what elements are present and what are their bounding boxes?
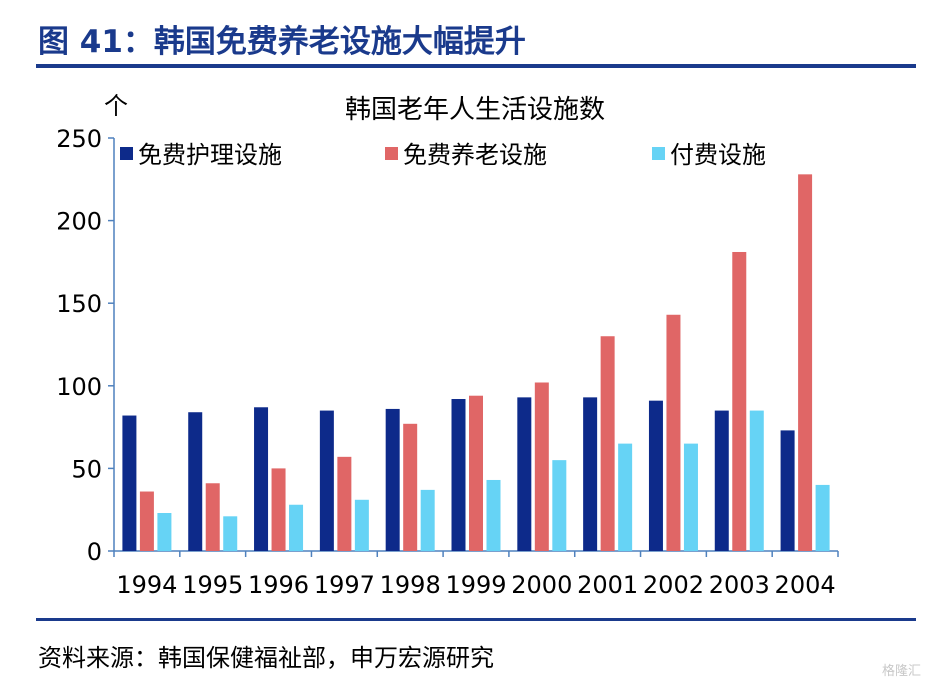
bar-2000-series-2 xyxy=(552,460,567,551)
x-tick-label: 2002 xyxy=(643,571,704,599)
legend: 免费护理设施 免费养老设施 付费设施 xyxy=(120,141,766,169)
bar-1995-series-1 xyxy=(205,483,220,551)
bar-1996-series-0 xyxy=(254,407,269,551)
bar-2002-series-0 xyxy=(648,400,663,551)
figure-title: 图 41：韩国免费养老设施大幅提升 xyxy=(38,24,526,60)
bar-1996-series-2 xyxy=(289,504,304,551)
bar-2001-series-2 xyxy=(618,443,633,551)
legend-label: 免费护理设施 xyxy=(138,141,282,169)
legend-swatch xyxy=(120,147,133,160)
x-tick-labels: 1994 1995 1996 1997 1998 1999 2000 2001 2002 2003… xyxy=(116,571,835,599)
bar-1997-series-0 xyxy=(319,410,334,551)
y-tick-label: 100 xyxy=(56,373,102,401)
x-tick-label: 2001 xyxy=(577,571,638,599)
bar-2002-series-1 xyxy=(666,314,681,551)
bar-2001-series-1 xyxy=(600,336,615,551)
bar-1998-series-0 xyxy=(385,408,400,551)
y-tick-labels: 0 50 100 150 200 250 xyxy=(56,125,102,566)
bar-2001-series-0 xyxy=(583,397,598,551)
source-note: 资料来源：韩国保健福祉部，申万宏源研究 xyxy=(38,644,494,672)
bar-2004-series-2 xyxy=(815,484,830,551)
x-tick-label: 1995 xyxy=(182,571,243,599)
legend-swatch xyxy=(385,147,398,160)
bar-2004-series-1 xyxy=(798,174,813,551)
x-tick-label: 2003 xyxy=(709,571,770,599)
legend-label: 付费设施 xyxy=(670,141,766,169)
bar-1994-series-2 xyxy=(157,513,172,551)
legend-swatch xyxy=(652,147,665,160)
bar-1995-series-2 xyxy=(223,516,238,551)
bar-1994-series-1 xyxy=(139,491,154,551)
y-tick-label: 0 xyxy=(87,538,102,566)
bar-2000-series-0 xyxy=(517,397,532,551)
watermark: 格隆汇 xyxy=(881,664,921,679)
bar-2003-series-0 xyxy=(714,410,729,551)
bar-1999-series-1 xyxy=(469,395,483,551)
y-tick-label: 50 xyxy=(71,455,102,483)
bar-2004-series-0 xyxy=(780,430,795,551)
legend-label: 免费养老设施 xyxy=(403,141,547,169)
x-tick-label: 1999 xyxy=(445,571,506,599)
bar-2002-series-2 xyxy=(683,443,698,551)
bar-1998-series-1 xyxy=(403,423,418,551)
bar-1997-series-1 xyxy=(337,456,352,551)
bars xyxy=(122,174,830,551)
y-tick-label: 250 xyxy=(56,125,102,153)
y-tick-label: 150 xyxy=(56,290,102,318)
bar-1998-series-2 xyxy=(420,489,435,551)
x-tick-label: 1996 xyxy=(248,571,309,599)
x-tick-label: 2000 xyxy=(511,571,572,599)
title-rule xyxy=(36,64,916,68)
bar-1999-series-2 xyxy=(486,479,501,551)
bar-1997-series-2 xyxy=(354,499,369,551)
y-axis-unit-label: 个 xyxy=(104,92,128,120)
x-tick-label: 2004 xyxy=(775,571,836,599)
x-tick-label: 1997 xyxy=(314,571,375,599)
x-tick-label: 1998 xyxy=(380,571,441,599)
x-tick-label: 1994 xyxy=(116,571,177,599)
bar-1995-series-0 xyxy=(188,412,203,551)
bar-2003-series-2 xyxy=(749,410,764,551)
bar-2000-series-1 xyxy=(534,382,549,551)
bar-2003-series-1 xyxy=(732,251,747,551)
bar-1994-series-0 xyxy=(122,415,137,551)
y-tick-label: 200 xyxy=(56,208,102,236)
source-rule xyxy=(36,618,916,621)
bar-1996-series-1 xyxy=(271,468,286,551)
chart-title: 韩国老年人生活设施数 xyxy=(345,95,605,125)
bar-1999-series-0 xyxy=(451,399,466,551)
